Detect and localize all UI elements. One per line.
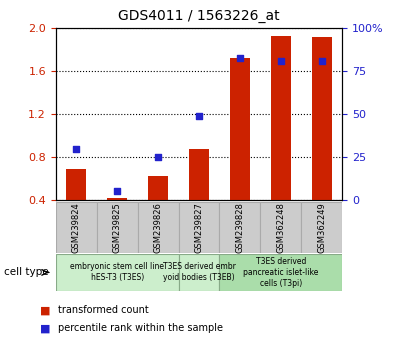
Bar	[219, 202, 260, 253]
Bar	[312, 37, 332, 200]
Bar	[260, 202, 301, 253]
Text: T3ES derived
pancreatic islet-like
cells (T3pi): T3ES derived pancreatic islet-like cells…	[243, 257, 318, 288]
Text: GSM239828: GSM239828	[236, 202, 244, 253]
Text: GSM239826: GSM239826	[154, 202, 162, 253]
Point	[73, 146, 79, 152]
Text: T3ES derived embr
yoid bodies (T3EB): T3ES derived embr yoid bodies (T3EB)	[162, 262, 236, 282]
Bar	[97, 202, 138, 253]
Text: ■: ■	[40, 306, 50, 315]
Text: GSM239824: GSM239824	[72, 202, 81, 253]
Bar	[230, 58, 250, 200]
Text: GSM239825: GSM239825	[113, 202, 122, 253]
Bar	[179, 202, 219, 253]
Point	[237, 56, 243, 61]
Bar	[219, 254, 342, 291]
Bar	[138, 202, 179, 253]
Text: percentile rank within the sample: percentile rank within the sample	[58, 323, 223, 333]
Point	[319, 58, 325, 63]
Bar	[66, 169, 86, 200]
Text: ■: ■	[40, 323, 50, 333]
Point	[278, 58, 284, 63]
Text: GSM239827: GSM239827	[195, 202, 203, 253]
Text: GDS4011 / 1563226_at: GDS4011 / 1563226_at	[118, 9, 280, 23]
Text: cell type: cell type	[4, 267, 49, 278]
Point	[155, 154, 161, 160]
Bar	[56, 254, 179, 291]
Bar	[189, 149, 209, 200]
Bar	[271, 36, 291, 200]
Text: transformed count: transformed count	[58, 306, 148, 315]
Bar	[56, 202, 97, 253]
Text: embryonic stem cell line
hES-T3 (T3ES): embryonic stem cell line hES-T3 (T3ES)	[70, 262, 164, 282]
Text: GSM362248: GSM362248	[276, 202, 285, 253]
Bar	[148, 176, 168, 200]
Bar	[107, 198, 127, 200]
Point	[196, 114, 202, 119]
Bar	[179, 254, 219, 291]
Bar	[301, 202, 342, 253]
Point	[114, 189, 120, 194]
Text: GSM362249: GSM362249	[317, 202, 326, 253]
